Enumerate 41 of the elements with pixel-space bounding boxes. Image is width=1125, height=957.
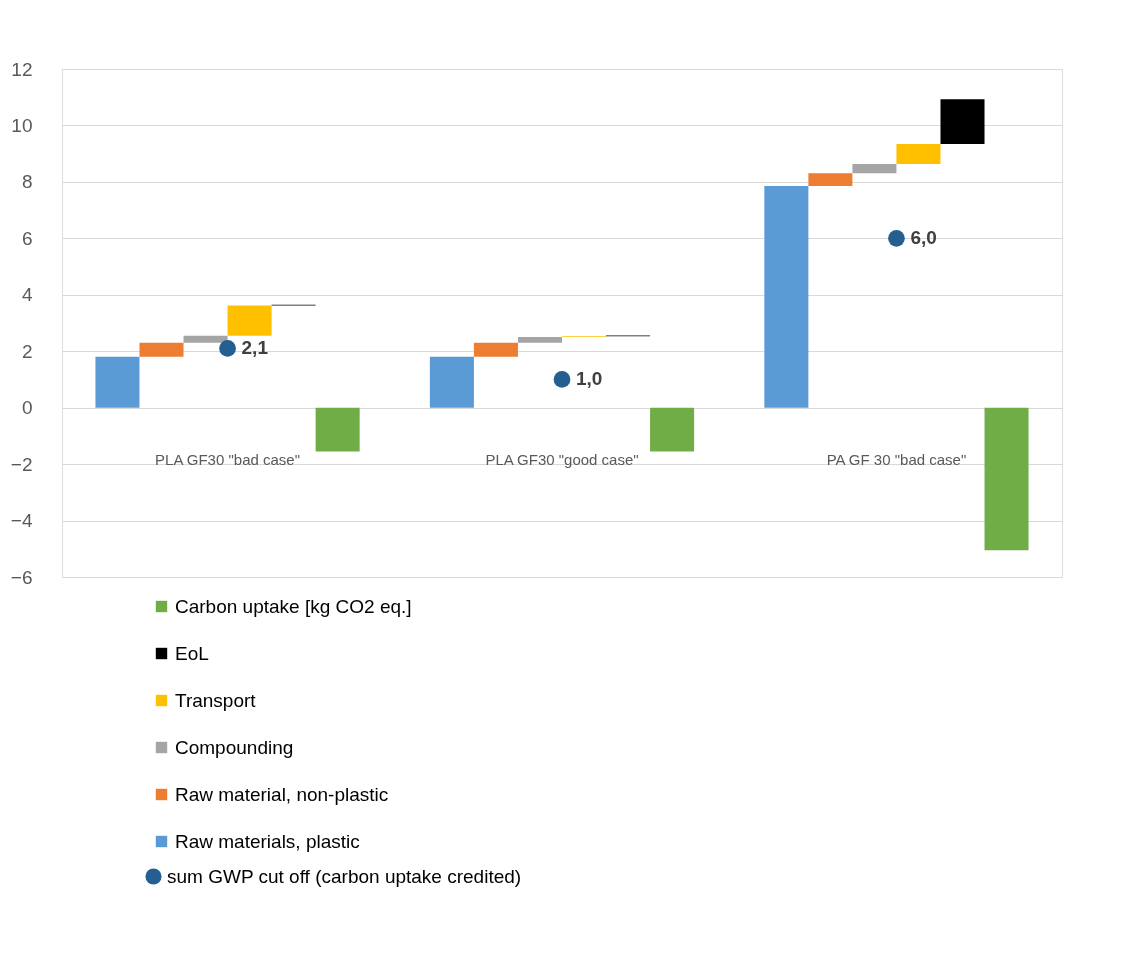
bar bbox=[896, 144, 941, 165]
bar bbox=[650, 407, 695, 452]
y-tick-label: −2 bbox=[10, 453, 33, 475]
bar bbox=[808, 173, 853, 187]
x-tick-label: PLA GF30 "good case" bbox=[485, 451, 639, 469]
y-tick-label: 4 bbox=[21, 284, 33, 306]
point bbox=[888, 229, 905, 247]
x-tick-label: PLA GF30 "bad case" bbox=[155, 451, 300, 469]
legend-label: EoL bbox=[175, 642, 209, 664]
bar bbox=[183, 335, 228, 343]
legend-label: Transport bbox=[175, 689, 257, 711]
bar bbox=[940, 99, 985, 145]
x-tick-label: PA GF 30 "bad case" bbox=[826, 451, 967, 469]
y-tick-label: 6 bbox=[21, 227, 33, 249]
y-tick-label: 10 bbox=[11, 114, 33, 136]
y-tick-label: 12 bbox=[11, 58, 33, 80]
point bbox=[219, 340, 236, 357]
bar bbox=[95, 356, 140, 408]
bar bbox=[984, 407, 1029, 551]
bar bbox=[227, 305, 272, 336]
y-tick-label: −6 bbox=[10, 566, 33, 588]
bar bbox=[852, 164, 897, 174]
bar bbox=[315, 407, 360, 452]
bar bbox=[764, 186, 809, 408]
legend-label: Raw materials, plastic bbox=[175, 830, 360, 852]
bar bbox=[517, 337, 562, 343]
y-tick-label: 2 bbox=[21, 340, 33, 362]
legend-label: Raw material, non-plastic bbox=[175, 783, 389, 805]
bar bbox=[473, 342, 518, 357]
y-tick-label: 8 bbox=[21, 171, 33, 193]
legend-label: Compounding bbox=[175, 736, 294, 758]
point bbox=[553, 371, 571, 388]
bar bbox=[429, 356, 474, 408]
bar bbox=[139, 342, 184, 357]
y-tick-label: 0 bbox=[21, 397, 33, 419]
legend-label: Carbon uptake [kg CO2 eq.] bbox=[175, 595, 412, 617]
data-label: 6,0 bbox=[910, 227, 937, 249]
y-tick-label: −4 bbox=[10, 510, 33, 532]
data-label: 1,0 bbox=[576, 368, 603, 390]
data-label: 2,1 bbox=[241, 337, 269, 359]
legend-label: sum GWP cut off (carbon uptake credited) bbox=[167, 865, 522, 887]
